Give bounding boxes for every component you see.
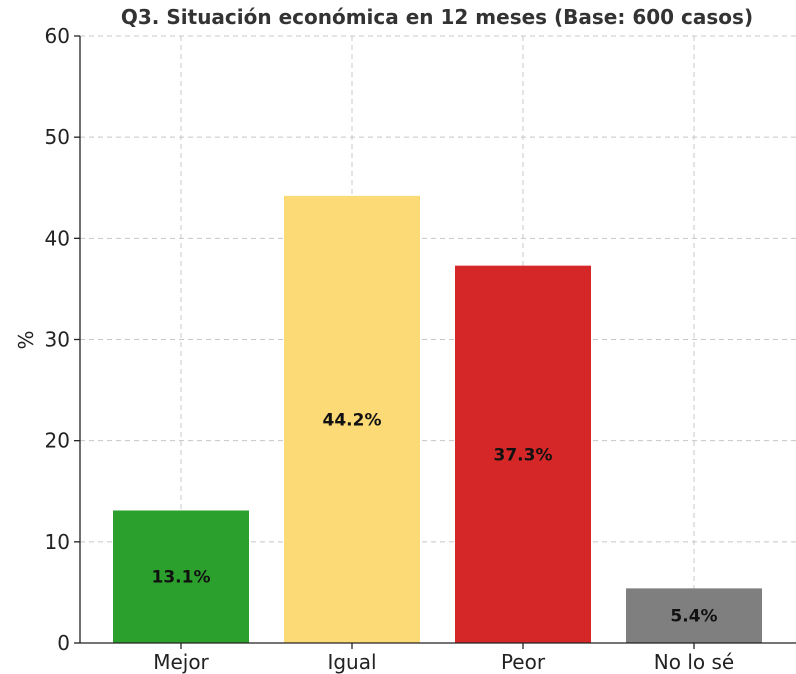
data-labels: 13.1% 44.2% 37.3% 5.4%	[152, 410, 718, 626]
x-tick-label: Igual	[327, 650, 376, 674]
x-tick-label: Mejor	[153, 650, 209, 674]
y-tick-label: 20	[45, 429, 70, 453]
bar-igual	[284, 195, 420, 644]
x-tick-label: Peor	[501, 650, 546, 674]
data-label: 5.4%	[670, 607, 717, 627]
chart-title: Q3. Situación económica en 12 meses (Bas…	[121, 5, 753, 29]
bar-mejor	[113, 510, 249, 643]
y-tick-label: 40	[45, 226, 70, 250]
y-tick-label: 10	[45, 530, 70, 554]
bar-no-lo-s-	[626, 588, 762, 643]
data-label: 13.1%	[152, 568, 211, 588]
y-tick-label: 0	[57, 631, 70, 655]
bars	[113, 195, 762, 644]
bar-peor	[455, 265, 591, 643]
y-tick-label: 30	[45, 328, 70, 352]
y-axis-label: %	[14, 330, 38, 349]
y-tick-label: 60	[45, 24, 70, 48]
data-label: 44.2%	[323, 410, 382, 430]
axes: 0 10 20 30 40 50 60 Mejor Igual Peor No lo sé	[45, 24, 796, 674]
y-tick-label: 50	[45, 125, 70, 149]
data-label: 37.3%	[494, 445, 553, 465]
x-tick-label: No lo sé	[654, 650, 734, 674]
